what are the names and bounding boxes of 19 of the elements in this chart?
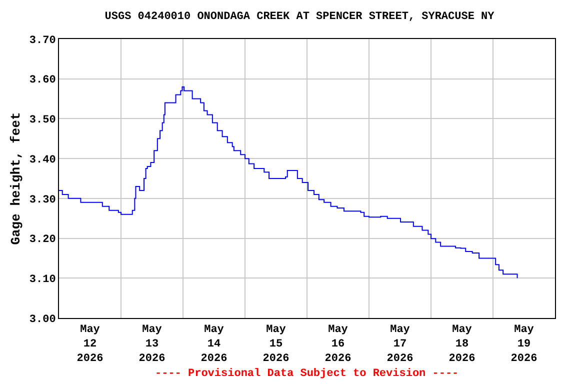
x-tick-label: May 15 2026 <box>262 324 290 365</box>
y-tick-label: 3.10 <box>29 274 56 286</box>
x-tick-label: May 13 2026 <box>138 324 166 365</box>
y-tick-label: 3.60 <box>29 74 56 87</box>
y-tick-label: 3.50 <box>29 114 56 127</box>
y-axis-title: Gage height, feet <box>8 112 24 245</box>
x-tick-label: May 12 2026 <box>76 324 104 365</box>
x-tick-label: May 17 2026 <box>386 324 414 365</box>
y-tick-label: 3.40 <box>29 154 56 166</box>
x-tick-label: May 16 2026 <box>324 324 352 365</box>
x-tick-label: May 18 2026 <box>448 324 476 365</box>
y-tick-label: 3.30 <box>29 194 56 206</box>
y-tick-label: 3.20 <box>29 234 56 246</box>
x-tick-label: May 19 2026 <box>510 324 538 365</box>
chart-title: USGS 04240010 ONONDAGA CREEK AT SPENCER STREET, SYRACUSE NY <box>104 11 495 24</box>
y-tick-label: 3.00 <box>29 314 56 326</box>
text: ---- Provisional Data Subject to Revision ---- <box>155 368 459 380</box>
x-tick-label: May 14 2026 <box>200 324 228 365</box>
y-tick-label: 3.70 <box>29 34 56 47</box>
